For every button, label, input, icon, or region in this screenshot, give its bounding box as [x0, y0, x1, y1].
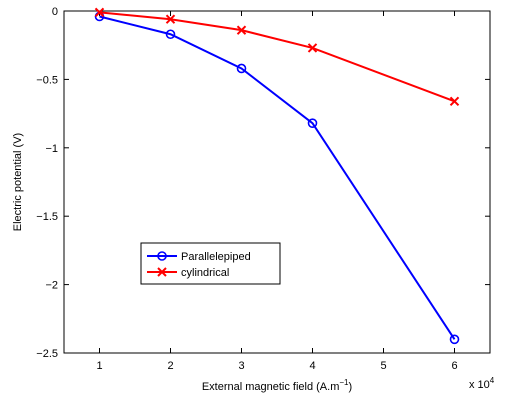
- y-tick-label: 0: [52, 6, 58, 18]
- data-point-cylindrical: [236, 25, 247, 35]
- legend-box: [140, 242, 281, 285]
- data-point-parallelepiped: [307, 118, 318, 128]
- y-tick-label: −1: [45, 143, 58, 155]
- x-tick-label: 5: [380, 360, 386, 372]
- legend: Parallelepiped cylindrical: [140, 242, 281, 285]
- x-axis: 1 2 3 4 5 6: [96, 11, 458, 372]
- data-point-parallelepiped: [449, 334, 460, 345]
- data-point-parallelepiped: [236, 63, 247, 74]
- y-axis: 0 −0.5 −1 −1.5 −2 −2.5: [36, 6, 490, 360]
- x-axis-title: External magnetic field (A.m−1): [202, 378, 352, 393]
- series-layer: [94, 7, 460, 345]
- plot-area: [63, 10, 491, 354]
- data-point-cylindrical: [94, 7, 105, 18]
- y-tick-label: −0.5: [36, 74, 58, 86]
- x-tick-label: 6: [451, 360, 457, 372]
- x-tick-label: 4: [309, 360, 315, 372]
- legend-label-cylindrical: cylindrical: [181, 267, 229, 279]
- data-point-parallelepiped: [165, 29, 176, 40]
- x-tick-label: 3: [238, 360, 244, 372]
- y-tick-label: −2: [45, 280, 58, 292]
- legend-marker-parallelepiped: [157, 251, 167, 261]
- legend-marker-cylindrical: [157, 267, 167, 277]
- x-axis-multiplier: x 104: [469, 376, 495, 391]
- series-line-parallelepiped: [99, 15, 456, 340]
- y-tick-label: −2.5: [36, 348, 58, 360]
- y-tick-label: −1.5: [36, 211, 58, 223]
- data-point-cylindrical: [449, 96, 460, 106]
- legend-label-parallelepiped: Parallelepiped: [181, 251, 251, 263]
- y-axis-title: Electric potential (V): [12, 133, 24, 231]
- data-point-cylindrical: [307, 43, 318, 53]
- x-tick-label: 1: [96, 360, 102, 372]
- x-tick-label: 2: [167, 360, 173, 372]
- data-point-cylindrical: [165, 14, 176, 24]
